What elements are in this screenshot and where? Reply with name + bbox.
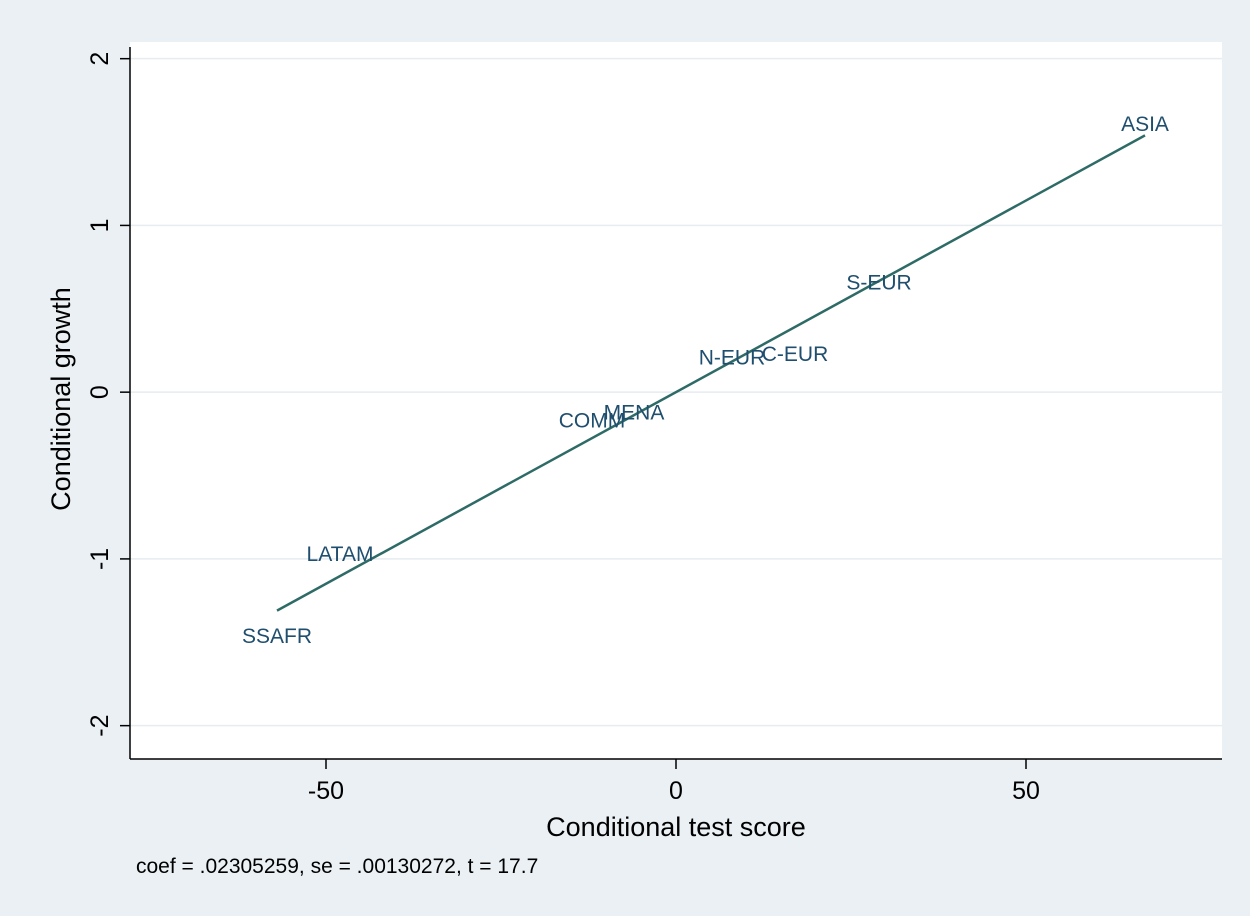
fit-line-group — [276, 134, 1146, 612]
point-label-ssafr: SSAFR — [242, 625, 312, 648]
y-axis-title: Conditional growth — [46, 287, 76, 511]
x-tick-label-2: 50 — [1012, 777, 1040, 805]
y-tick-label-0: -2 — [86, 715, 114, 737]
axes: -2 -1 0 1 2 -50 0 50 — [86, 47, 1222, 805]
fit-line — [276, 134, 1146, 612]
x-axis-title: Conditional test score — [546, 812, 806, 842]
point-label-asia: ASIA — [1121, 113, 1169, 136]
regression-note: coef = .02305259, se = .00130272, t = 17… — [136, 855, 538, 878]
y-tick-label-1: -1 — [86, 548, 114, 570]
x-tick-label-1: 0 — [669, 777, 683, 805]
y-tick-label-3: 1 — [86, 218, 114, 232]
point-label-s-eur: S-EUR — [846, 271, 911, 294]
point-label-c-eur: C-EUR — [762, 343, 829, 366]
point-label-mena: MENA — [604, 401, 665, 424]
plot-region — [130, 42, 1222, 759]
y-tick-label-4: 2 — [86, 52, 114, 66]
x-tick-label-0: -50 — [308, 777, 344, 805]
point-label-n-eur: N-EUR — [699, 346, 766, 369]
y-tick-label-2: 0 — [86, 385, 114, 399]
point-label-latam: LATAM — [307, 543, 374, 566]
point-label-comm: COMM — [559, 410, 626, 433]
